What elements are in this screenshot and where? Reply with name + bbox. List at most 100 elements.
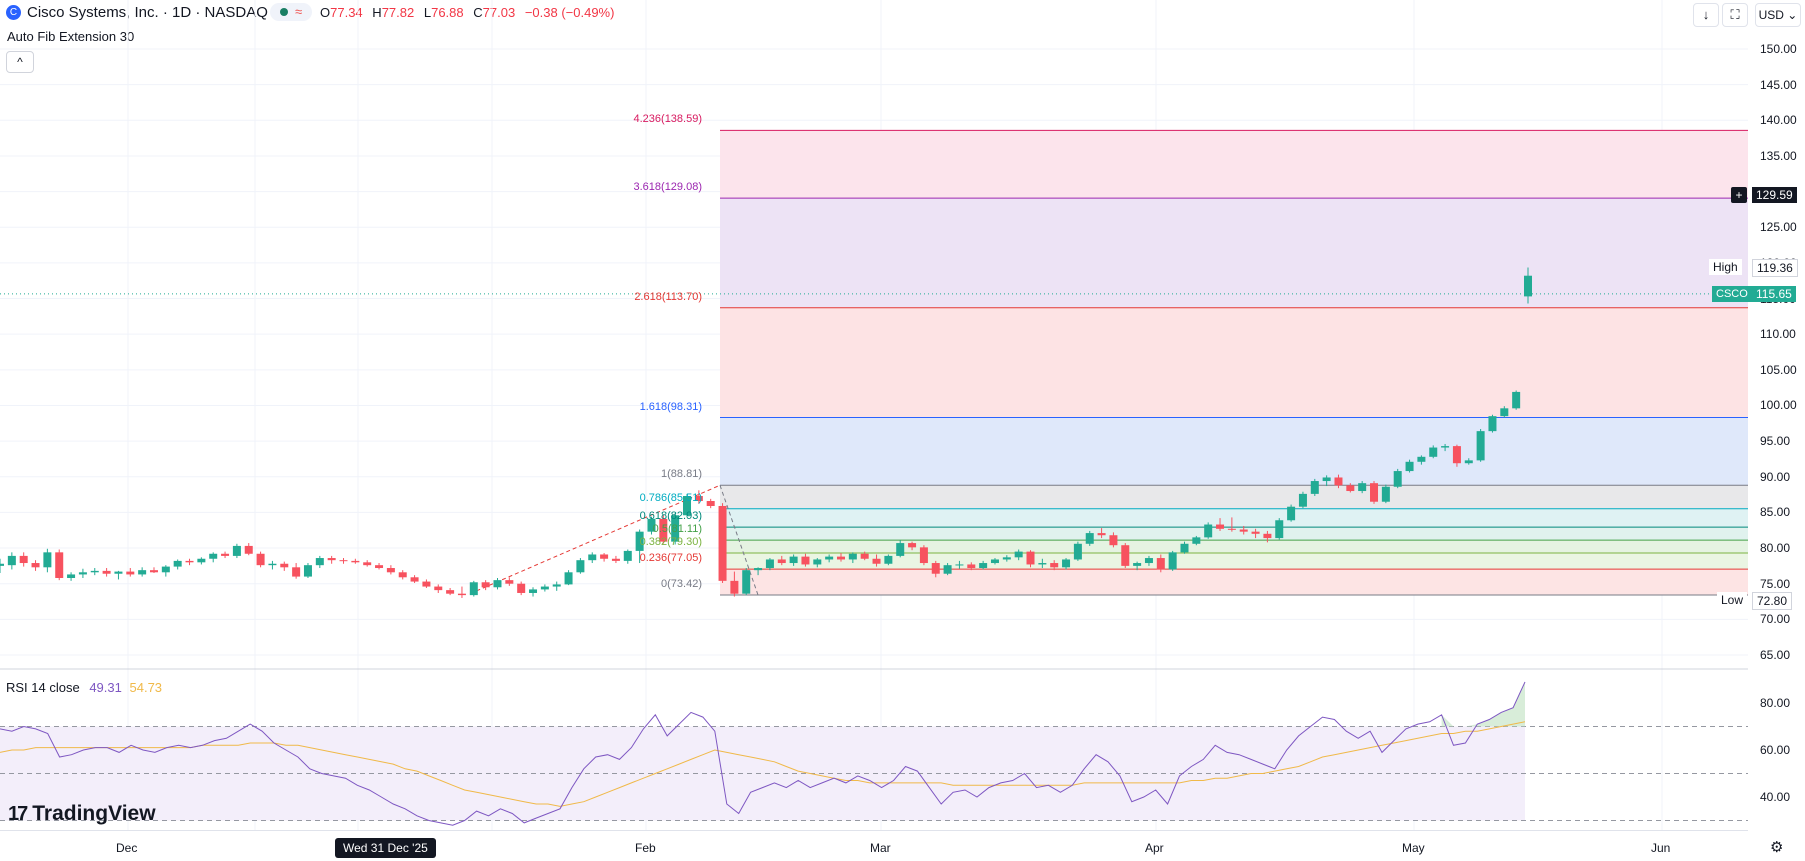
candle-body[interactable] — [671, 515, 680, 542]
candle-body[interactable] — [1109, 535, 1118, 546]
candle-body[interactable] — [1180, 543, 1189, 553]
candle-body[interactable] — [931, 563, 940, 574]
price-chart[interactable] — [0, 0, 1748, 830]
candle-body[interactable] — [102, 570, 111, 574]
candle-body[interactable] — [576, 560, 585, 573]
candle-body[interactable] — [457, 593, 466, 596]
candle-body[interactable] — [327, 558, 336, 561]
collapse-legend-button[interactable]: ^ — [6, 51, 34, 73]
candle-body[interactable] — [1358, 483, 1367, 492]
candle-body[interactable] — [635, 531, 644, 551]
candle-body[interactable] — [303, 565, 312, 577]
candle-body[interactable] — [292, 567, 301, 577]
candle-body[interactable] — [173, 560, 182, 567]
candle-body[interactable] — [1251, 531, 1260, 534]
candle-body[interactable] — [943, 565, 952, 574]
candle-body[interactable] — [564, 572, 573, 585]
candle-body[interactable] — [600, 554, 609, 559]
candle-body[interactable] — [1476, 431, 1485, 461]
candle-body[interactable] — [1464, 460, 1473, 464]
candle-body[interactable] — [718, 505, 727, 581]
candle-body[interactable] — [446, 590, 455, 594]
candle-body[interactable] — [1144, 558, 1153, 564]
candle-body[interactable] — [1014, 551, 1023, 558]
add-alert-plus-icon[interactable]: + — [1731, 187, 1747, 203]
candle-body[interactable] — [197, 558, 206, 563]
candle-body[interactable] — [1263, 533, 1272, 539]
candle-body[interactable] — [138, 570, 147, 575]
candle-body[interactable] — [1002, 557, 1011, 560]
candle-body[interactable] — [848, 553, 857, 560]
tradingview-logo[interactable]: 17 TradingView — [8, 802, 156, 826]
candle-body[interactable] — [730, 580, 739, 594]
candle-body[interactable] — [967, 564, 976, 569]
candle-body[interactable] — [256, 553, 265, 566]
candle-body[interactable] — [43, 552, 52, 568]
candle-body[interactable] — [552, 584, 561, 587]
candle-body[interactable] — [517, 583, 526, 593]
candle-body[interactable] — [836, 556, 845, 560]
candle-body[interactable] — [268, 563, 277, 566]
symbol-title[interactable]: Cisco Systems, Inc. · 1D · NASDAQ — [27, 4, 268, 21]
candle-body[interactable] — [1370, 483, 1379, 502]
settings-gear-icon[interactable]: ⚙ — [1770, 839, 1784, 856]
candle-body[interactable] — [126, 571, 135, 575]
candle-body[interactable] — [1452, 446, 1461, 464]
candle-body[interactable] — [1512, 391, 1521, 409]
candle-body[interactable] — [149, 570, 158, 573]
candle-body[interactable] — [1073, 543, 1082, 560]
time-axis[interactable]: Dec Feb Mar Apr May Jun — [0, 830, 1748, 861]
candle-body[interactable] — [884, 555, 893, 564]
candle-body[interactable] — [825, 556, 834, 560]
candle-body[interactable] — [1192, 537, 1201, 544]
candle-body[interactable] — [1405, 461, 1414, 472]
price-axis[interactable]: 150.00145.00140.00135.00130.00125.00120.… — [1748, 0, 1805, 830]
candle-body[interactable] — [1298, 493, 1307, 507]
candle-body[interactable] — [481, 582, 490, 588]
fib-trend-line[interactable] — [469, 484, 721, 595]
candle-body[interactable] — [1050, 563, 1059, 568]
candle-body[interactable] — [0, 563, 4, 566]
candle-body[interactable] — [1097, 533, 1106, 536]
candle-body[interactable] — [908, 543, 917, 548]
candle-body[interactable] — [860, 553, 869, 559]
candle-body[interactable] — [801, 556, 810, 565]
candle-body[interactable] — [1310, 481, 1319, 494]
candle-body[interactable] — [78, 572, 87, 575]
candle-body[interactable] — [1227, 528, 1236, 530]
candle-body[interactable] — [422, 581, 431, 587]
candle-body[interactable] — [623, 550, 632, 561]
candle-body[interactable] — [706, 501, 715, 506]
rsi-legend[interactable]: RSI 14 close 49.31 54.73 — [6, 680, 162, 695]
candle-body[interactable] — [683, 496, 692, 516]
candle-body[interactable] — [1393, 471, 1402, 487]
candle-body[interactable] — [1334, 477, 1343, 486]
candle-body[interactable] — [469, 582, 478, 596]
candle-body[interactable] — [1038, 563, 1047, 565]
candle-body[interactable] — [1026, 551, 1035, 565]
candle-body[interactable] — [1524, 275, 1532, 297]
candle-body[interactable] — [90, 570, 99, 573]
candle-body[interactable] — [114, 571, 123, 574]
candle-body[interactable] — [351, 560, 360, 563]
candle-body[interactable] — [1204, 524, 1213, 538]
indicator-name[interactable]: Auto Fib Extension 30 — [7, 29, 135, 44]
candle-body[interactable] — [19, 555, 28, 564]
candle-body[interactable] — [1417, 456, 1426, 462]
candle-body[interactable] — [315, 558, 324, 566]
candle-body[interactable] — [161, 566, 170, 573]
candle-body[interactable] — [7, 555, 16, 566]
candle-body[interactable] — [647, 518, 656, 532]
candle-body[interactable] — [375, 565, 384, 569]
candle-body[interactable] — [1346, 485, 1355, 492]
download-button[interactable]: ↓ — [1693, 3, 1719, 27]
candle-body[interactable] — [185, 560, 194, 563]
candle-body[interactable] — [789, 556, 798, 564]
candle-body[interactable] — [1287, 506, 1296, 521]
candle-body[interactable] — [919, 547, 928, 564]
candle-body[interactable] — [529, 589, 538, 593]
candle-body[interactable] — [1441, 446, 1450, 448]
candle-body[interactable] — [386, 568, 395, 573]
candle-body[interactable] — [1275, 520, 1284, 539]
candle-body[interactable] — [765, 559, 774, 569]
